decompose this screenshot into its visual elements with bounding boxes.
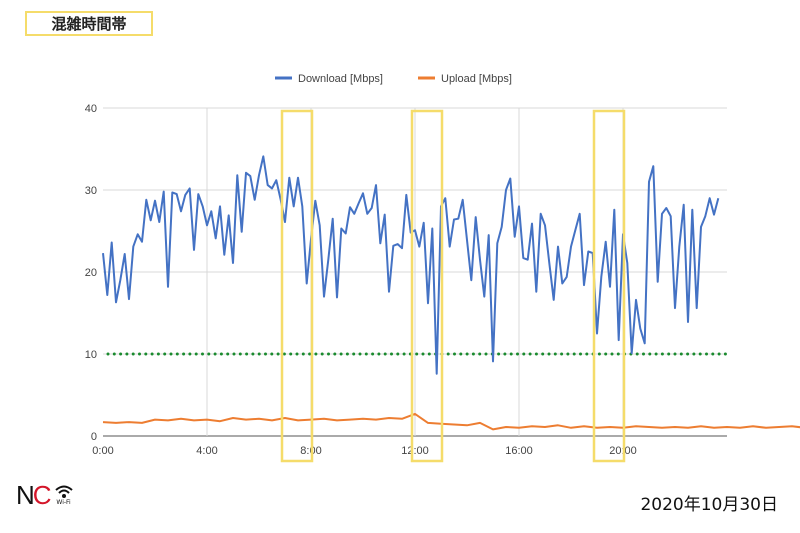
download-line [102, 155, 720, 375]
logo-sub: Wi-Fi [56, 499, 71, 506]
y-tick-label: 20 [85, 267, 97, 279]
page-title: 混雑時間帯 [25, 11, 153, 36]
y-tick-label: 0 [91, 431, 97, 443]
highlight-boxes [280, 109, 626, 463]
x-axis-ticks: 0:00 4:00 8:00 12:00 16:00 20:00 [92, 445, 636, 457]
nc-wifi-logo: N C Wi-Fi [16, 480, 73, 510]
legend-download[interactable]: Download [Mbps] [298, 73, 383, 85]
y-tick-label: 10 [85, 349, 97, 361]
y-tick-label: 30 [85, 185, 97, 197]
legend: Download [Mbps] Upload [Mbps] [275, 73, 512, 85]
congestion-highlight-box [410, 109, 444, 463]
upload-line [102, 412, 800, 431]
congestion-highlight-box [592, 109, 626, 463]
date-label: 2020年10月30日 [640, 495, 778, 515]
x-tick-label: 4:00 [196, 445, 217, 457]
logo-c: C [32, 480, 52, 510]
series-lines [102, 155, 800, 431]
x-tick-label: 0:00 [92, 445, 113, 457]
legend-upload[interactable]: Upload [Mbps] [441, 73, 512, 85]
wifi-icon: Wi-Fi [54, 485, 73, 506]
y-tick-label: 40 [85, 103, 97, 115]
x-tick-label: 12:00 [401, 445, 429, 457]
x-tick-label: 16:00 [505, 445, 533, 457]
logo-n: N [16, 480, 35, 510]
congestion-highlight-box [280, 109, 314, 463]
y-axis-ticks: 0 10 20 30 40 [85, 103, 97, 443]
grid [103, 107, 727, 437]
